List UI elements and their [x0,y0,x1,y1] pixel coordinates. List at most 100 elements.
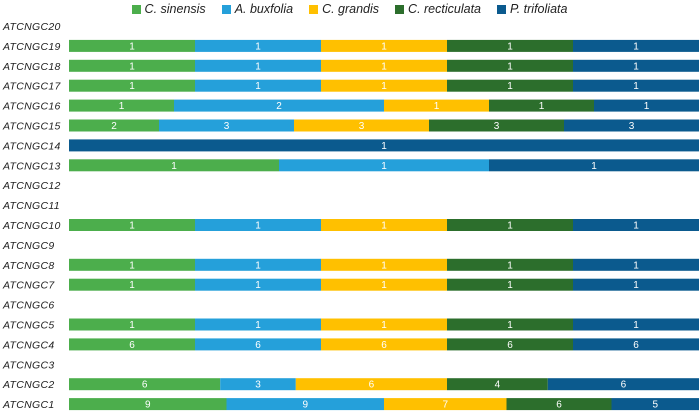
legend-swatch [131,4,141,14]
data-label: 1 [381,141,387,152]
bar-segment [447,219,573,231]
bar-segment [69,79,195,92]
bar-segment [564,119,699,132]
bar-segment [547,378,699,391]
data-label: 1 [507,61,513,72]
data-label: 1 [129,41,135,52]
y-tick-label: ATCNGC1 [2,399,55,411]
bar-segment [573,258,699,271]
data-label: 2 [276,101,282,112]
data-label: 1 [633,320,639,331]
bar-segment [447,59,573,72]
bar-segment [279,159,489,172]
bar-segment [573,219,699,231]
data-label: 1 [129,81,135,92]
bar-segment [321,79,447,92]
bar-segment [195,338,321,351]
data-label: 1 [507,280,513,291]
data-label: 9 [302,400,308,411]
data-label: 1 [255,61,261,72]
data-label: 1 [381,81,387,92]
y-tick-label: ATCNGC12 [2,180,61,192]
y-tick-label: ATCNGC14 [2,140,61,152]
bar-segment [69,99,174,112]
legend-swatch [221,4,231,14]
data-label: 6 [255,340,261,351]
data-label: 3 [255,380,261,391]
bar-segment [69,398,227,411]
y-tick-label: ATCNGC19 [2,41,61,53]
data-label: 7 [442,400,448,411]
bar-segment [447,318,573,331]
bar-segment [321,338,447,351]
bar-segment [321,59,447,72]
data-label: 1 [633,280,639,291]
bar-segment [69,378,221,391]
bar-segment [447,278,573,291]
bar-segment [447,338,573,351]
bar-segment [573,79,699,92]
bar-segment [321,39,447,52]
y-tick-label: ATCNGC18 [2,61,61,73]
y-tick-label: ATCNGC7 [2,280,55,292]
bar-segment [195,59,321,72]
data-label: 9 [145,400,151,411]
bar-segment [69,39,195,52]
data-label: 1 [507,320,513,331]
y-tick-label: ATCNGC16 [2,101,61,113]
y-tick-label: ATCNGC17 [2,81,61,93]
bar-segment [294,119,429,132]
data-label: 1 [507,81,513,92]
bar-segment [195,278,321,291]
bar-segment [69,338,195,351]
legend-item: A. buxfolia [221,2,293,16]
bar-segment [573,39,699,52]
bar-segment [69,119,159,132]
data-label: 1 [507,260,513,271]
bar-segment [226,398,384,411]
legend-swatch [395,4,405,14]
y-tick-label: ATCNGC3 [2,359,55,371]
y-tick-label: ATCNGC13 [2,160,61,172]
bar-segment [384,398,507,411]
legend-label: C. sinensis [144,2,206,16]
bar-segment [195,79,321,92]
bar-segment [69,159,279,172]
y-tick-label: ATCNGC15 [2,121,61,133]
data-label: 1 [129,260,135,271]
bar-segment [69,318,195,331]
data-label: 1 [171,161,177,172]
data-label: 6 [369,380,375,391]
data-label: 1 [381,320,387,331]
bar-segment [611,398,699,411]
data-label: 1 [129,320,135,331]
data-label: 1 [255,260,261,271]
bar-segment [69,139,699,152]
data-label: 1 [381,61,387,72]
data-label: 1 [633,221,639,232]
bar-segment [321,278,447,291]
bar-segment [295,378,447,391]
data-label: 4 [495,380,501,391]
data-label: 1 [255,320,261,331]
data-label: 1 [381,260,387,271]
data-label: 2 [111,121,117,132]
bar-segment [447,79,573,92]
legend-item: C. sinensis [131,2,206,16]
data-label: 6 [142,380,148,391]
legend-item: C. recticulata [395,2,481,16]
y-tick-label: ATCNGC10 [2,220,61,232]
legend: C. sinensis A. buxfolia C. grandis C. recti… [0,0,699,18]
data-label: 1 [381,280,387,291]
bar-segment [447,39,573,52]
legend-label: P. trifoliata [510,2,568,16]
data-label: 1 [434,101,440,112]
data-label: 1 [129,280,135,291]
bar-segment [220,378,296,391]
legend-item: P. trifoliata [497,2,567,16]
data-label: 1 [633,61,639,72]
data-label: 1 [255,41,261,52]
data-label: 1 [255,221,261,232]
data-label: 1 [507,221,513,232]
